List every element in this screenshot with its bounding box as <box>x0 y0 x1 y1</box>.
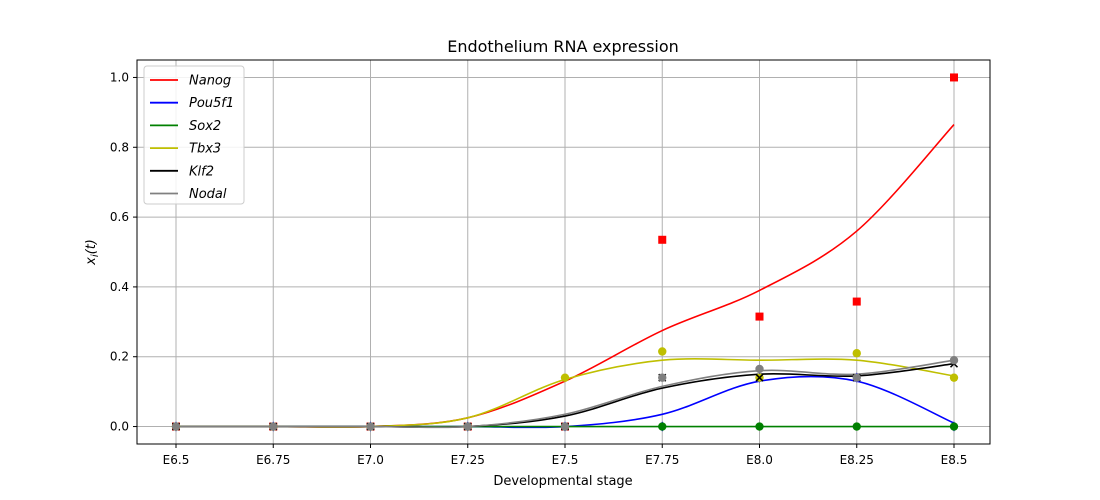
y-tick-label: 1.0 <box>110 70 129 84</box>
y-axis-ticks: 0.0 0.2 0.4 0.6 0.8 1.0 <box>110 70 137 434</box>
legend-box <box>143 65 245 205</box>
marker-nanog <box>755 312 764 321</box>
marker-sox2 <box>949 422 959 431</box>
legend-label-tbx3: Tbx3 <box>189 142 221 157</box>
grid <box>137 60 990 444</box>
y-tick-label: 0.2 <box>110 350 129 364</box>
x-tick-label: E7.0 <box>357 453 384 467</box>
y-tick-label: 0.6 <box>110 210 129 224</box>
fit-line-nodal <box>176 359 955 429</box>
y-axis-label: xi(t) <box>84 239 101 266</box>
marker-nodal <box>171 422 181 431</box>
marker-nodal <box>269 422 278 431</box>
legend-label-nodal: Nodal <box>189 187 227 202</box>
marker-nanog <box>950 73 958 82</box>
data-markers <box>171 73 959 432</box>
x-tick-label: E7.75 <box>645 453 679 467</box>
x-tick-label: E7.5 <box>552 453 579 467</box>
marker-klf2 <box>755 373 764 382</box>
marker-sox2 <box>852 422 861 431</box>
x-axis-ticks: E6.5 E6.75 E7.0 E7.25 E7.5 E7.75 E8.0 E8.25 E8.5 <box>163 444 968 467</box>
x-tick-label: E6.5 <box>163 453 190 467</box>
y-tick-label: 0.4 <box>110 280 129 294</box>
x-tick-label: E6.75 <box>256 453 290 467</box>
marker-nodal <box>949 356 959 365</box>
x-tick-label: E8.5 <box>941 453 968 467</box>
marker-nanog <box>658 235 667 244</box>
marker-nodal <box>755 364 764 374</box>
x-tick-label: E8.25 <box>840 453 874 467</box>
plot-frame <box>136 59 991 445</box>
y-tick-label: 0.8 <box>110 140 129 154</box>
marker-tbx3 <box>560 373 570 382</box>
chart-title: Endothelium RNA expression <box>447 37 679 56</box>
y-tick-label: 0.0 <box>110 420 129 434</box>
marker-nodal <box>658 373 667 382</box>
x-tick-label: E7.25 <box>451 453 485 467</box>
legend-label-sox2: Sox2 <box>189 119 221 134</box>
marker-nodal <box>560 422 570 431</box>
legend-label-nanog: Nanog <box>189 74 231 89</box>
marker-tbx3 <box>658 347 667 356</box>
marker-nodal <box>366 422 375 431</box>
marker-nodal <box>463 422 472 431</box>
x-tick-label: E8.0 <box>746 453 773 467</box>
marker-tbx3 <box>852 349 861 358</box>
marker-nodal <box>852 373 861 382</box>
legend-label-pou5f1: Pou5f1 <box>189 96 234 111</box>
legend: Nanog Pou5f1 Sox2 Tbx3 Klf2 Nodal <box>143 65 245 205</box>
marker-tbx3 <box>949 373 959 382</box>
marker-nanog <box>852 297 861 306</box>
legend-label-klf2: Klf2 <box>189 164 214 179</box>
marker-sox2 <box>658 422 667 431</box>
x-axis-label: Developmental stage <box>493 474 632 489</box>
marker-sox2 <box>755 422 764 431</box>
